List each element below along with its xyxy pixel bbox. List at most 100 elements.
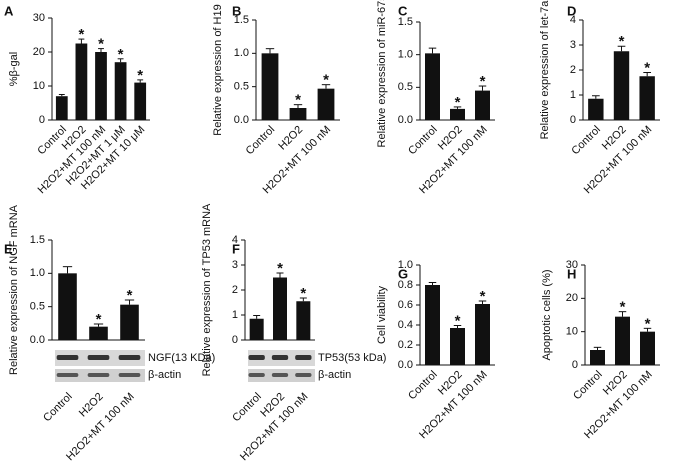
y-tick-label: 2 bbox=[570, 64, 576, 76]
y-tick-label: 1.5 bbox=[30, 234, 45, 246]
bar bbox=[273, 277, 287, 340]
significance-mark: * bbox=[78, 26, 84, 43]
bar bbox=[55, 96, 68, 120]
bar bbox=[475, 304, 490, 365]
y-tick-label: 1.0 bbox=[398, 259, 413, 271]
y-tick-label: 3 bbox=[232, 259, 238, 271]
bar bbox=[425, 53, 440, 120]
blot-band bbox=[56, 373, 79, 377]
y-tick-label: 1.5 bbox=[398, 16, 413, 28]
y-tick-label: 0.0 bbox=[234, 114, 249, 126]
panel-label: A bbox=[4, 3, 14, 18]
y-axis-label: Relative expression of let-7a bbox=[539, 0, 551, 139]
panel: C 0.0 0.5 1.0 1.5 Relative expression of miR-… bbox=[376, 0, 495, 196]
y-tick-label: 30 bbox=[33, 12, 45, 24]
bar bbox=[261, 53, 279, 121]
panel: D 0 1 2 3 4 Relative expression of let-7a Contr… bbox=[539, 0, 660, 196]
bar bbox=[588, 98, 604, 120]
y-tick-label: 0.5 bbox=[30, 301, 45, 313]
x-tick-label: Control bbox=[244, 124, 278, 158]
bar bbox=[425, 285, 440, 365]
y-tick-label: 0 bbox=[570, 114, 576, 126]
y-tick-label: 0 bbox=[39, 114, 45, 126]
y-axis-label: %β-gal bbox=[8, 52, 20, 86]
y-tick-label: 30 bbox=[566, 259, 578, 271]
y-tick-label: 1.0 bbox=[234, 47, 249, 59]
panel-label: B bbox=[232, 3, 241, 18]
blot-band bbox=[118, 355, 141, 360]
panel-label: G bbox=[398, 266, 408, 281]
y-tick-label: 0.5 bbox=[398, 81, 413, 93]
bar bbox=[114, 62, 127, 120]
blot-band bbox=[87, 355, 110, 360]
significance-mark: * bbox=[277, 260, 283, 277]
panel-label: E bbox=[4, 241, 13, 256]
significance-mark: * bbox=[98, 36, 104, 53]
y-axis-label: Cell viability bbox=[376, 285, 388, 344]
y-tick-label: 10 bbox=[33, 80, 45, 92]
bar bbox=[475, 90, 490, 120]
blot-label: TP53(53 kDa) bbox=[318, 352, 386, 364]
panel-label: F bbox=[232, 241, 240, 256]
bar bbox=[95, 52, 107, 120]
blot-band bbox=[87, 373, 110, 377]
y-tick-label: 0.5 bbox=[234, 81, 249, 93]
y-tick-label: 4 bbox=[570, 14, 576, 26]
y-tick-label: 1.5 bbox=[234, 14, 249, 26]
significance-mark: * bbox=[619, 33, 625, 50]
panel: E 0.0 0.5 1.0 1.5 Relative expression of NGF … bbox=[4, 204, 215, 463]
significance-mark: * bbox=[300, 285, 306, 302]
bar bbox=[317, 88, 335, 120]
y-axis-label: Relative expression of TP53 mRNA bbox=[201, 203, 213, 376]
y-tick-label: 3 bbox=[570, 39, 576, 51]
significance-mark: * bbox=[644, 59, 650, 76]
significance-mark: * bbox=[455, 94, 461, 111]
significance-mark: * bbox=[118, 46, 124, 63]
blot-band bbox=[248, 355, 265, 360]
y-axis-label: Relative expression of NGF mRNA bbox=[8, 204, 20, 375]
significance-mark: * bbox=[127, 287, 133, 304]
significance-mark: * bbox=[480, 288, 486, 305]
blot-band bbox=[248, 373, 265, 377]
y-tick-label: 0.0 bbox=[30, 334, 45, 346]
y-tick-label: 1.0 bbox=[30, 267, 45, 279]
bar bbox=[249, 318, 264, 340]
panel: F 0 1 2 3 4 Relative expression of TP53 mRNA TP… bbox=[201, 203, 387, 463]
y-tick-label: 20 bbox=[33, 46, 45, 58]
significance-mark: * bbox=[480, 73, 486, 90]
y-tick-label: 20 bbox=[566, 292, 578, 304]
y-tick-label: 0 bbox=[232, 334, 238, 346]
blot-label: NGF(13 KDa) bbox=[148, 352, 215, 364]
panel: G 0.0 0.2 0.4 0.6 0.8 1.0 Cell viability Control… bbox=[376, 259, 495, 441]
x-tick-label: H2O2 bbox=[77, 391, 106, 420]
bar bbox=[640, 331, 655, 365]
x-tick-label: Control bbox=[41, 391, 75, 425]
blot-band bbox=[271, 373, 289, 377]
y-tick-label: 1 bbox=[570, 89, 576, 101]
significance-mark: * bbox=[137, 67, 143, 84]
x-tick-label: Control bbox=[569, 124, 603, 158]
blot-band bbox=[56, 355, 79, 360]
bar bbox=[450, 328, 465, 365]
y-tick-label: 0.4 bbox=[398, 319, 413, 331]
bar bbox=[590, 350, 605, 365]
panel: B 0.0 0.5 1.0 1.5 Relative expression of H19 C… bbox=[212, 3, 340, 196]
x-tick-label: Control bbox=[406, 369, 440, 403]
bar bbox=[58, 273, 77, 340]
y-axis-label: Relative expression of H19 bbox=[212, 4, 224, 135]
y-tick-label: 1 bbox=[232, 309, 238, 321]
panel-label: H bbox=[567, 266, 576, 281]
blot-band bbox=[118, 373, 141, 377]
x-tick-label: Control bbox=[230, 391, 264, 425]
x-tick-label: Control bbox=[406, 124, 440, 158]
bar bbox=[120, 304, 139, 340]
y-tick-label: 0.6 bbox=[398, 299, 413, 311]
y-tick-label: 0.0 bbox=[398, 114, 413, 126]
bar bbox=[289, 108, 307, 120]
panel-label: C bbox=[398, 3, 408, 18]
significance-mark: * bbox=[323, 72, 329, 89]
